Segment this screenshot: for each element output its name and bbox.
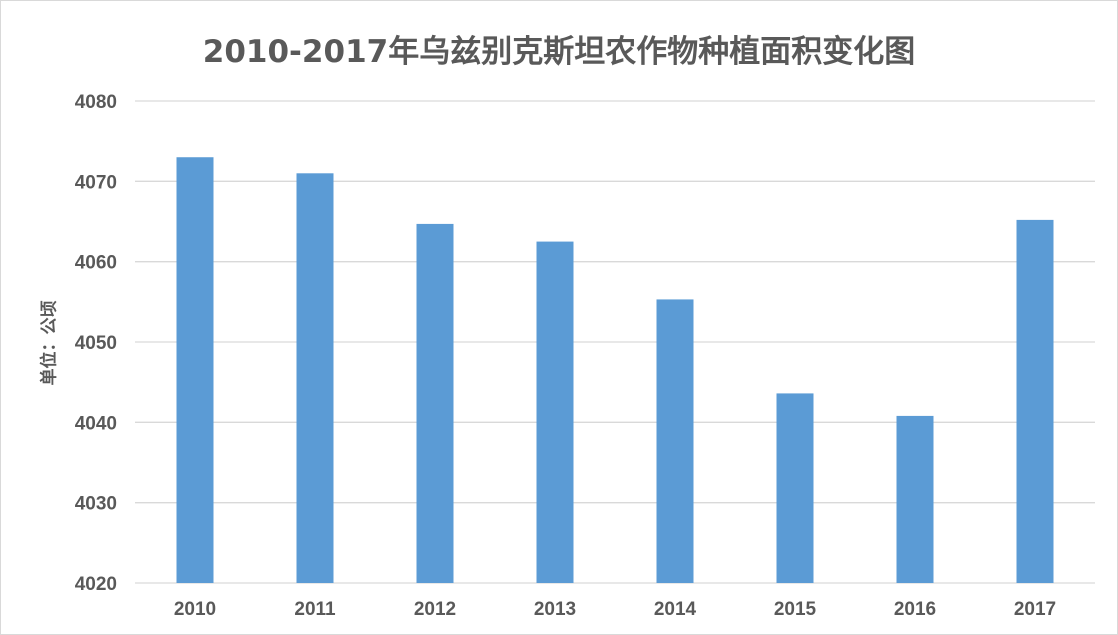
bars bbox=[176, 157, 1054, 584]
x-tick-label: 2017 bbox=[1014, 599, 1056, 620]
bar bbox=[416, 223, 454, 583]
x-tick-label: 2013 bbox=[534, 599, 576, 620]
x-tick-label: 2010 bbox=[174, 599, 216, 620]
bar bbox=[536, 241, 574, 584]
bar bbox=[896, 415, 934, 583]
gridlines bbox=[135, 100, 1095, 584]
x-tick-label: 2015 bbox=[774, 599, 817, 620]
x-tick-label: 2011 bbox=[294, 599, 336, 620]
y-tick-label: 4040 bbox=[75, 413, 117, 434]
x-tick-label: 2016 bbox=[894, 599, 936, 620]
x-tick-labels: 2010 2011 2012 2013 2014 2015 2016 2017 bbox=[174, 599, 1056, 620]
x-tick-label: 2012 bbox=[414, 599, 456, 620]
bar bbox=[1016, 219, 1054, 584]
y-tick-label: 4030 bbox=[75, 494, 117, 515]
bar bbox=[176, 157, 214, 583]
bar bbox=[296, 173, 334, 584]
y-tick-label: 4050 bbox=[75, 333, 117, 354]
bar bbox=[656, 299, 694, 583]
y-tick-labels: 4020 4030 4040 4050 4060 4070 4080 bbox=[75, 92, 117, 595]
x-tick-label: 2014 bbox=[654, 599, 697, 620]
y-tick-label: 4060 bbox=[75, 253, 117, 274]
y-tick-label: 4020 bbox=[75, 574, 117, 595]
chart-title: 2010-2017年乌兹别克斯坦农作物种植面积变化图 bbox=[202, 34, 916, 70]
bar bbox=[776, 393, 814, 583]
y-tick-label: 4080 bbox=[75, 92, 117, 113]
y-tick-label: 4070 bbox=[75, 172, 117, 193]
